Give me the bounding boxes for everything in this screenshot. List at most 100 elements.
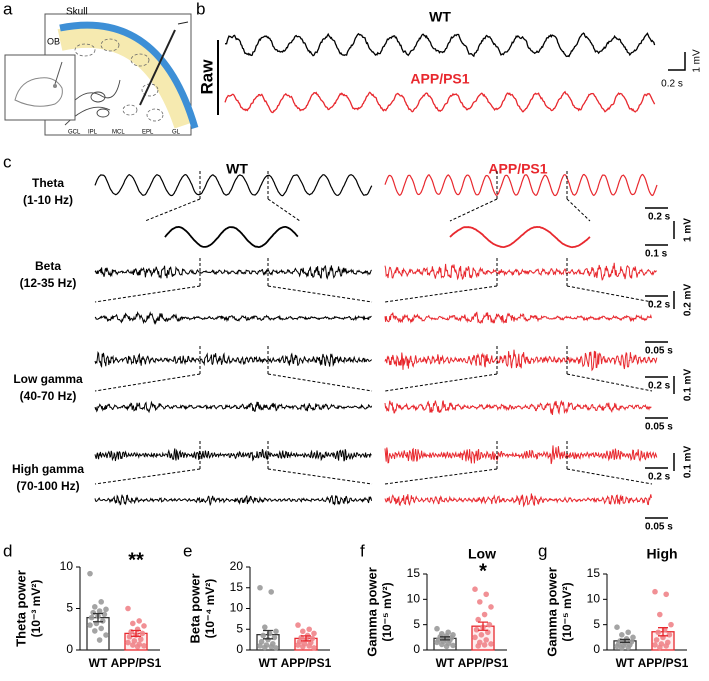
data-point xyxy=(134,643,141,650)
data-point xyxy=(139,630,146,637)
trace xyxy=(384,399,652,415)
x-tick-label: APP/PS1 xyxy=(281,656,332,670)
y-tick-label: 5 xyxy=(593,617,600,631)
trace xyxy=(384,173,658,197)
significance: * xyxy=(479,560,487,582)
y-tick-label: 0 xyxy=(66,642,73,656)
data-point xyxy=(103,606,109,613)
data-point xyxy=(100,618,106,624)
band-range: (12-35 Hz) xyxy=(20,276,77,290)
data-point xyxy=(136,618,142,624)
data-point xyxy=(483,637,490,643)
data-point xyxy=(450,642,456,649)
data-point xyxy=(619,645,625,651)
trace xyxy=(449,225,591,249)
trace xyxy=(384,349,658,372)
zoom-line xyxy=(267,285,373,303)
data-point xyxy=(257,584,263,591)
y-tick-label: 5 xyxy=(236,621,243,635)
y-tick-label: 10 xyxy=(587,592,601,606)
data-point xyxy=(625,644,631,651)
data-point xyxy=(273,645,279,651)
data-point xyxy=(125,605,131,612)
zoom-line xyxy=(267,468,373,485)
data-point xyxy=(262,624,268,630)
scale-label: 0.05 s xyxy=(645,522,673,533)
data-point xyxy=(268,589,275,595)
group-label: APP/PS1 xyxy=(410,71,469,87)
trace xyxy=(384,262,657,281)
schematic-label: MCL xyxy=(112,130,125,136)
y-tick-label: 15 xyxy=(230,580,244,594)
error-bar xyxy=(658,627,668,637)
y-tick-label: 5 xyxy=(413,617,420,631)
data-point xyxy=(663,591,669,598)
panel-label: f xyxy=(360,541,365,560)
data-point xyxy=(260,632,267,639)
zoom-line xyxy=(267,198,301,222)
group-label: APP/PS1 xyxy=(488,161,547,177)
data-point xyxy=(439,641,445,648)
band-name: Low gamma xyxy=(13,372,83,386)
data-point xyxy=(666,632,673,638)
y-axis-unit: (10⁻⁵ mV²) xyxy=(560,582,574,641)
trace xyxy=(384,445,658,465)
data-point xyxy=(668,621,674,628)
y-axis-unit: (10⁻⁵ mV²) xyxy=(380,582,394,641)
data-point xyxy=(87,622,93,628)
y-axis-label: Theta power xyxy=(13,570,28,647)
trace xyxy=(384,311,652,324)
y-tick-label: 15 xyxy=(407,566,421,580)
trace xyxy=(94,173,373,197)
scale-label: 1 mV xyxy=(692,49,703,73)
data-point xyxy=(311,630,317,637)
zoom-line xyxy=(566,373,653,392)
scale-label: 0.1 s xyxy=(645,249,668,260)
error-bar xyxy=(620,638,630,644)
data-point xyxy=(619,632,625,638)
scale-label: 0.2 s xyxy=(648,212,671,223)
y-tick-label: 20 xyxy=(230,559,244,573)
trace xyxy=(384,493,652,508)
schematic-label: GL xyxy=(172,130,181,136)
y-axis-label: Gamma power xyxy=(544,567,559,657)
data-point xyxy=(663,643,669,649)
data-point xyxy=(125,639,131,646)
scale-label: 0.1 mV xyxy=(683,369,694,402)
error-bar xyxy=(131,629,141,637)
data-point xyxy=(481,611,488,618)
data-point xyxy=(657,611,663,618)
data-point xyxy=(138,636,144,643)
band-range: (70-100 Hz) xyxy=(16,479,79,493)
schematic-label: IPL xyxy=(88,130,98,136)
data-point xyxy=(443,643,450,650)
scale-label: 0.2 s xyxy=(648,381,671,392)
scale-label: 0.1 mV xyxy=(683,446,694,479)
data-point xyxy=(472,634,478,641)
data-point xyxy=(273,628,279,635)
y-axis-label: Beta power xyxy=(187,573,202,643)
y-tick-label: 10 xyxy=(60,559,74,573)
data-point xyxy=(90,609,96,616)
data-point xyxy=(268,643,275,650)
data-point xyxy=(473,626,480,633)
error-bar xyxy=(301,635,311,642)
data-point xyxy=(486,621,493,628)
data-point xyxy=(92,604,98,610)
y-axis-unit: (10⁻³ mV²) xyxy=(29,580,43,638)
panel-label: c xyxy=(3,152,12,171)
zoom-line xyxy=(566,198,591,222)
data-point xyxy=(306,643,313,649)
data-point xyxy=(488,641,494,647)
data-point xyxy=(92,628,98,634)
data-point xyxy=(652,642,658,648)
data-point xyxy=(630,634,636,641)
trace xyxy=(94,494,373,507)
scale-label: 0.05 s xyxy=(645,346,673,357)
trace xyxy=(164,225,299,249)
y-tick-label: 0 xyxy=(413,642,420,656)
data-point xyxy=(96,637,103,643)
band-name: Beta xyxy=(35,259,61,273)
data-point xyxy=(481,642,488,648)
